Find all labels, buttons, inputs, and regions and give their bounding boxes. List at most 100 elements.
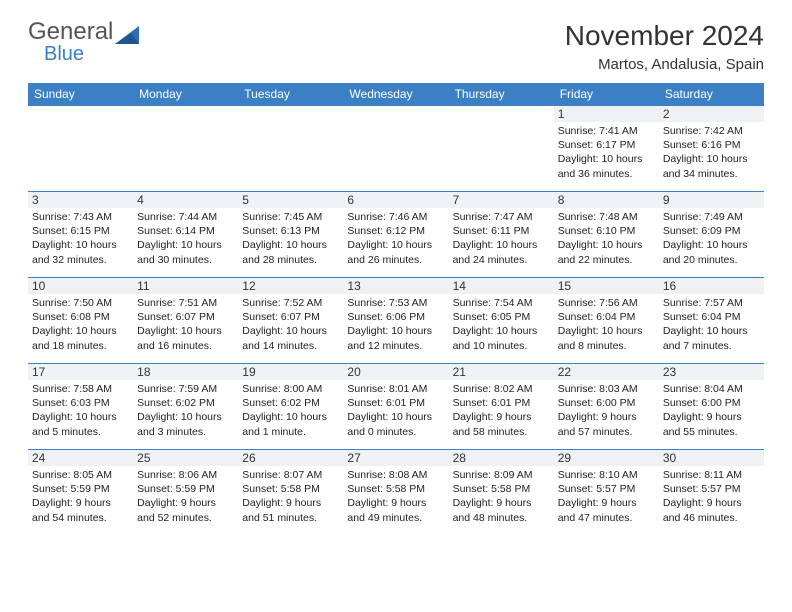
- daylight-text: Daylight: 10 hours and 0 minutes.: [347, 410, 444, 438]
- sunrise-text: Sunrise: 7:46 AM: [347, 210, 444, 224]
- calendar-day-cell: [133, 106, 238, 192]
- day-info: Sunrise: 7:49 AMSunset: 6:09 PMDaylight:…: [663, 210, 760, 267]
- daylight-text: Daylight: 10 hours and 22 minutes.: [558, 238, 655, 266]
- day-number: 23: [659, 364, 764, 380]
- day-info: Sunrise: 7:56 AMSunset: 6:04 PMDaylight:…: [558, 296, 655, 353]
- sunset-text: Sunset: 6:10 PM: [558, 224, 655, 238]
- day-number: 18: [133, 364, 238, 380]
- sunrise-text: Sunrise: 7:59 AM: [137, 382, 234, 396]
- day-info: Sunrise: 7:57 AMSunset: 6:04 PMDaylight:…: [663, 296, 760, 353]
- daylight-text: Daylight: 9 hours and 51 minutes.: [242, 496, 339, 524]
- daylight-text: Daylight: 10 hours and 3 minutes.: [137, 410, 234, 438]
- calendar-day-cell: [28, 106, 133, 192]
- calendar-day-cell: 7Sunrise: 7:47 AMSunset: 6:11 PMDaylight…: [449, 192, 554, 278]
- daylight-text: Daylight: 9 hours and 46 minutes.: [663, 496, 760, 524]
- calendar-week-row: 17Sunrise: 7:58 AMSunset: 6:03 PMDayligh…: [28, 364, 764, 450]
- sunset-text: Sunset: 6:05 PM: [453, 310, 550, 324]
- day-info: Sunrise: 8:07 AMSunset: 5:58 PMDaylight:…: [242, 468, 339, 525]
- sunrise-text: Sunrise: 7:42 AM: [663, 124, 760, 138]
- day-info: Sunrise: 8:03 AMSunset: 6:00 PMDaylight:…: [558, 382, 655, 439]
- sunrise-text: Sunrise: 8:03 AM: [558, 382, 655, 396]
- calendar-day-cell: 19 Sunrise: 8:00 AMSunset: 6:02 PMDayligh…: [238, 364, 343, 450]
- day-info: Sunrise: 7:58 AMSunset: 6:03 PMDaylight:…: [32, 382, 129, 439]
- sunrise-text: Sunrise: 8:01 AM: [347, 382, 444, 396]
- day-number: 11: [133, 278, 238, 294]
- day-info: Sunrise: 7:47 AMSunset: 6:11 PMDaylight:…: [453, 210, 550, 267]
- daylight-text: Daylight: 10 hours and 7 minutes.: [663, 324, 760, 352]
- sunset-text: Sunset: 6:02 PM: [242, 396, 339, 410]
- sunset-text: Sunset: 6:14 PM: [137, 224, 234, 238]
- day-number: 24: [28, 450, 133, 466]
- weekday-header: Monday: [133, 83, 238, 106]
- day-info: Sunrise: 7:45 AMSunset: 6:13 PMDaylight:…: [242, 210, 339, 267]
- day-number: 4: [133, 192, 238, 208]
- day-number: 19: [238, 364, 343, 380]
- weekday-header: Thursday: [449, 83, 554, 106]
- sunrise-text: Sunrise: 7:47 AM: [453, 210, 550, 224]
- daylight-text: Daylight: 9 hours and 54 minutes.: [32, 496, 129, 524]
- sunrise-text: Sunrise: 7:41 AM: [558, 124, 655, 138]
- calendar-week-row: 10 Sunrise: 7:50 AMSunset: 6:08 PMDayligh…: [28, 278, 764, 364]
- daylight-text: Daylight: 10 hours and 24 minutes.: [453, 238, 550, 266]
- weekday-header: Friday: [554, 83, 659, 106]
- day-info: Sunrise: 7:46 AMSunset: 6:12 PMDaylight:…: [347, 210, 444, 267]
- calendar-day-cell: 29Sunrise: 8:10 AMSunset: 5:57 PMDayligh…: [554, 450, 659, 536]
- day-info: Sunrise: 7:50 AMSunset: 6:08 PMDaylight:…: [32, 296, 129, 353]
- daylight-text: Daylight: 9 hours and 49 minutes.: [347, 496, 444, 524]
- sunset-text: Sunset: 6:12 PM: [347, 224, 444, 238]
- day-info: Sunrise: 7:43 AMSunset: 6:15 PMDaylight:…: [32, 210, 129, 267]
- sunrise-text: Sunrise: 8:06 AM: [137, 468, 234, 482]
- sunset-text: Sunset: 5:57 PM: [558, 482, 655, 496]
- calendar-week-row: 3Sunrise: 7:43 AMSunset: 6:15 PMDaylight…: [28, 192, 764, 278]
- calendar-day-cell: [449, 106, 554, 192]
- daylight-text: Daylight: 10 hours and 36 minutes.: [558, 152, 655, 180]
- sunrise-text: Sunrise: 7:44 AM: [137, 210, 234, 224]
- day-number: 12: [238, 278, 343, 294]
- day-info: Sunrise: 7:51 AMSunset: 6:07 PMDaylight:…: [137, 296, 234, 353]
- day-number: 5: [238, 192, 343, 208]
- weekday-header: Saturday: [659, 83, 764, 106]
- sunset-text: Sunset: 6:16 PM: [663, 138, 760, 152]
- day-info: Sunrise: 8:02 AMSunset: 6:01 PMDaylight:…: [453, 382, 550, 439]
- day-number: 10: [28, 278, 133, 294]
- sunrise-text: Sunrise: 8:08 AM: [347, 468, 444, 482]
- sunrise-text: Sunrise: 7:45 AM: [242, 210, 339, 224]
- day-info: Sunrise: 7:44 AMSunset: 6:14 PMDaylight:…: [137, 210, 234, 267]
- day-info: Sunrise: 7:42 AMSunset: 6:16 PMDaylight:…: [663, 124, 760, 181]
- day-number: 29: [554, 450, 659, 466]
- sunrise-text: Sunrise: 8:11 AM: [663, 468, 760, 482]
- sunset-text: Sunset: 6:15 PM: [32, 224, 129, 238]
- day-number: 20: [343, 364, 448, 380]
- calendar-day-cell: 10 Sunrise: 7:50 AMSunset: 6:08 PMDayligh…: [28, 278, 133, 364]
- day-info: Sunrise: 7:48 AMSunset: 6:10 PMDaylight:…: [558, 210, 655, 267]
- weekday-header: Tuesday: [238, 83, 343, 106]
- daylight-text: Daylight: 10 hours and 30 minutes.: [137, 238, 234, 266]
- daylight-text: Daylight: 10 hours and 20 minutes.: [663, 238, 760, 266]
- daylight-text: Daylight: 9 hours and 47 minutes.: [558, 496, 655, 524]
- sunset-text: Sunset: 6:04 PM: [663, 310, 760, 324]
- calendar-day-cell: 3 Sunrise: 7:43 AMSunset: 6:15 PMDaylight…: [28, 192, 133, 278]
- daylight-text: Daylight: 10 hours and 8 minutes.: [558, 324, 655, 352]
- sunset-text: Sunset: 6:09 PM: [663, 224, 760, 238]
- sunset-text: Sunset: 6:00 PM: [558, 396, 655, 410]
- sunset-text: Sunset: 5:59 PM: [32, 482, 129, 496]
- calendar-table: Sunday Monday Tuesday Wednesday Thursday…: [28, 83, 764, 536]
- calendar-day-cell: [238, 106, 343, 192]
- day-info: Sunrise: 8:06 AMSunset: 5:59 PMDaylight:…: [137, 468, 234, 525]
- day-info: Sunrise: 8:00 AMSunset: 6:02 PMDaylight:…: [242, 382, 339, 439]
- sunset-text: Sunset: 6:06 PM: [347, 310, 444, 324]
- daylight-text: Daylight: 10 hours and 5 minutes.: [32, 410, 129, 438]
- logo-text-general: General: [28, 20, 113, 44]
- calendar-day-cell: 26Sunrise: 8:07 AMSunset: 5:58 PMDayligh…: [238, 450, 343, 536]
- sunrise-text: Sunrise: 7:52 AM: [242, 296, 339, 310]
- day-number: 3: [28, 192, 133, 208]
- calendar-day-cell: 30Sunrise: 8:11 AMSunset: 5:57 PMDayligh…: [659, 450, 764, 536]
- day-number: 1: [554, 106, 659, 122]
- sunrise-text: Sunrise: 7:43 AM: [32, 210, 129, 224]
- day-number: 15: [554, 278, 659, 294]
- daylight-text: Daylight: 10 hours and 26 minutes.: [347, 238, 444, 266]
- location-label: Martos, Andalusia, Spain: [565, 56, 764, 73]
- calendar-day-cell: 12Sunrise: 7:52 AMSunset: 6:07 PMDayligh…: [238, 278, 343, 364]
- calendar-day-cell: 25Sunrise: 8:06 AMSunset: 5:59 PMDayligh…: [133, 450, 238, 536]
- calendar-day-cell: 28Sunrise: 8:09 AMSunset: 5:58 PMDayligh…: [449, 450, 554, 536]
